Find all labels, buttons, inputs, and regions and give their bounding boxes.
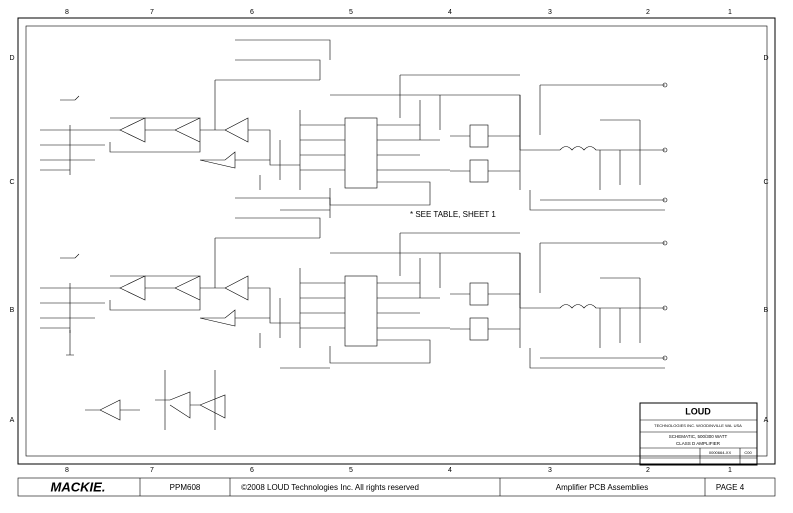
logo: LOUD [685,406,711,416]
column-label: 8 [65,467,69,474]
column-label: 4 [448,467,452,474]
row-label: D [763,55,768,62]
column-label: 4 [448,9,452,16]
revision: C00 [744,450,752,455]
inner-border [25,25,768,457]
column-label: 7 [150,9,154,16]
row-label: C [763,179,768,186]
channel-a [39,39,668,211]
table-note: * SEE TABLE, SHEET 1 [410,210,496,219]
column-label: 5 [349,9,353,16]
doc-number: 0000664-XX [709,450,732,455]
column-label: 8 [65,9,69,16]
footer: MACKIE. PPM608 ©2008 LOUD Technologies I… [17,477,776,497]
row-label: C [9,179,14,186]
column-label: 6 [250,9,254,16]
title-line: CLASS D AMPLIFIER [676,441,721,446]
row-label: A [10,417,15,424]
row-label: B [764,307,769,314]
row-label: D [9,55,14,62]
column-label: 1 [728,9,732,16]
column-label: 7 [150,467,154,474]
title-frame [639,402,758,466]
brand: MACKIE. [51,479,106,494]
column-label: 2 [646,467,650,474]
model: PPM608 [170,483,201,492]
row-label: A [764,417,769,424]
footer-dividers [139,478,706,496]
column-label: 3 [548,9,552,16]
column-label: 1 [728,467,732,474]
power-section [66,330,226,430]
title-line: SCHEMATIC, 500/300 WATT [669,434,728,439]
channel-b [39,197,668,369]
footer-frame [17,477,776,497]
column-label: 3 [548,467,552,474]
border [17,17,776,465]
page-number: PAGE 4 [716,483,745,492]
title-block: LOUD TECHNOLOGIES INC. WOODINVILLE WA. U… [639,402,758,466]
row-label: B [10,307,15,314]
company: TECHNOLOGIES INC. WOODINVILLE WA. USA [654,423,742,428]
section: Amplifier PCB Assemblies [556,483,648,492]
column-label: 2 [646,9,650,16]
column-label: 5 [349,467,353,474]
title-rules [640,419,757,465]
copyright: ©2008 LOUD Technologies Inc. All rights … [241,483,419,492]
column-label: 6 [250,467,254,474]
